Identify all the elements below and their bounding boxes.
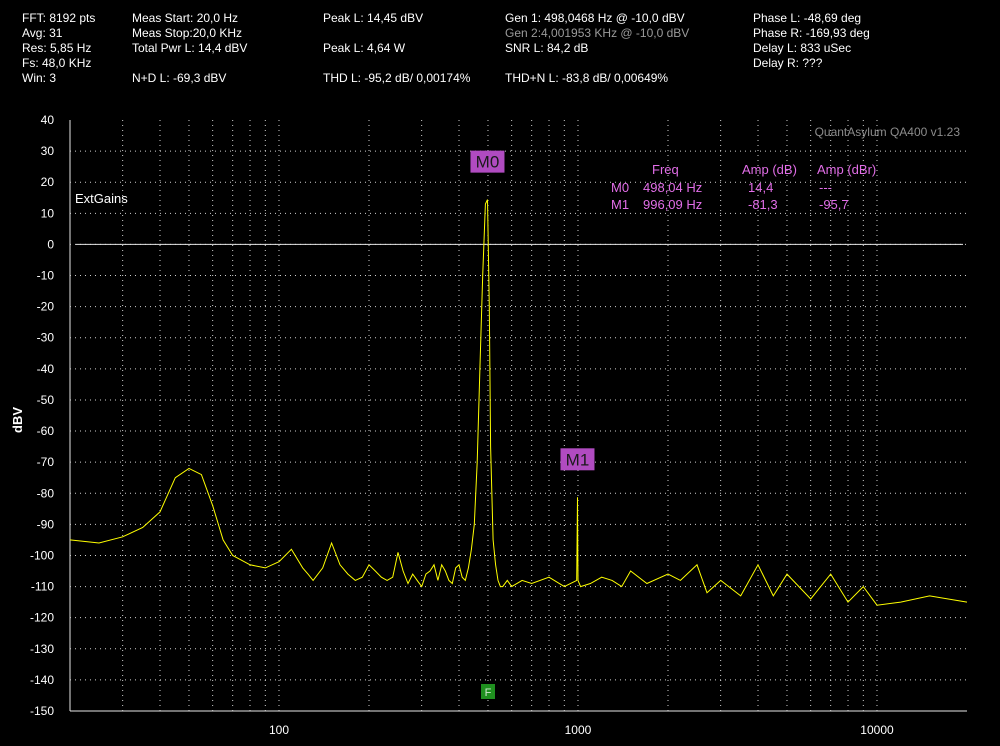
thdn-readout: THD+N L: -83,8 dB/ 0,00649% bbox=[505, 71, 669, 85]
gen2-readout: Gen 2:4,001953 KHz @ -10,0 dBV bbox=[505, 26, 690, 40]
marker-row-name: M0 bbox=[611, 180, 630, 195]
marker-m0[interactable]: M0 bbox=[470, 150, 505, 173]
snr-readout: SNR L: 84,2 dB bbox=[505, 41, 589, 55]
averages: Avg: 31 bbox=[22, 26, 63, 40]
y-tick-label: -90 bbox=[37, 517, 55, 531]
col-header-freq: Freq bbox=[652, 162, 679, 177]
marker-m1[interactable]: M1 bbox=[560, 448, 595, 471]
y-tick-label: -150 bbox=[30, 704, 54, 718]
markers-layer: M0 M1 bbox=[470, 150, 595, 471]
phase-l: Phase L: -48,69 deg bbox=[753, 11, 862, 25]
y-tick-label: -120 bbox=[30, 611, 54, 625]
resolution: Res: 5,85 Hz bbox=[22, 41, 92, 55]
marker-row-freq: 996,09 Hz bbox=[643, 197, 703, 212]
y-tick-label: -80 bbox=[37, 486, 55, 500]
marker-row-amp: 14,4 bbox=[748, 180, 774, 195]
y-tick-label: -130 bbox=[30, 642, 54, 656]
col-header-ampr: Amp (dBr) bbox=[817, 162, 877, 177]
total-power: Total Pwr L: 14,4 dBV bbox=[132, 41, 248, 55]
marker-row-amp: -81,3 bbox=[748, 197, 778, 212]
delay-r: Delay R: ??? bbox=[753, 56, 823, 70]
marker-row-freq: 498,04 Hz bbox=[643, 180, 703, 195]
marker-label: M1 bbox=[566, 450, 590, 469]
ext-gains-label: ExtGains bbox=[75, 191, 128, 206]
y-tick-label: 20 bbox=[41, 175, 55, 189]
y-tick-label: 30 bbox=[41, 144, 55, 158]
x-tick-label: 100 bbox=[269, 723, 289, 737]
watermark: QuantAsylum QA400 v1.23 bbox=[815, 125, 961, 139]
marker-label: M0 bbox=[476, 153, 500, 172]
fft-points: FFT: 8192 pts bbox=[22, 11, 96, 25]
f-badge[interactable]: F bbox=[481, 684, 495, 699]
plot-grid bbox=[69, 120, 967, 712]
y-axis-label: dBV bbox=[10, 407, 25, 433]
y-tick-label: -100 bbox=[30, 548, 54, 562]
y-tick-label: 10 bbox=[41, 206, 55, 220]
meas-stop: Meas Stop:20,0 KHz bbox=[132, 26, 243, 40]
marker-row-name: M1 bbox=[611, 197, 630, 212]
y-tick-label: -70 bbox=[37, 455, 55, 469]
gen1-readout: Gen 1: 498,0468 Hz @ -10,0 dBV bbox=[505, 11, 685, 25]
peak-watts: Peak L: 4,64 W bbox=[323, 41, 406, 55]
y-tick-label: -140 bbox=[30, 673, 54, 687]
y-tick-label: 40 bbox=[41, 113, 55, 127]
marker-row-ampr: -95,7 bbox=[819, 197, 849, 212]
sample-rate: Fs: 48,0 KHz bbox=[22, 56, 92, 70]
y-tick-label: -110 bbox=[31, 580, 54, 594]
marker-row-ampr: --- bbox=[819, 180, 832, 195]
x-axis-ticks: 100 1000 10000 bbox=[269, 723, 894, 737]
window-type: Win: 3 bbox=[22, 71, 57, 85]
y-tick-label: -30 bbox=[37, 331, 55, 345]
peak-dbv: Peak L: 14,45 dBV bbox=[323, 11, 424, 25]
x-tick-label: 10000 bbox=[860, 723, 894, 737]
meas-start: Meas Start: 20,0 Hz bbox=[132, 11, 239, 25]
thd-readout: THD L: -95,2 dB/ 0,00174% bbox=[323, 71, 471, 85]
marker-label-bg bbox=[560, 448, 595, 471]
delay-l: Delay L: 833 uSec bbox=[753, 41, 852, 55]
y-tick-label: -20 bbox=[37, 300, 55, 314]
y-tick-label: -40 bbox=[37, 362, 55, 376]
spectrum-trace bbox=[69, 199, 968, 606]
phase-r: Phase R: -169,93 deg bbox=[753, 26, 870, 40]
noise-distortion: N+D L: -69,3 dBV bbox=[132, 71, 227, 85]
f-badge-label: F bbox=[485, 687, 492, 699]
fft-settings: FFT: 8192 pts Avg: 31 Res: 5,85 Hz Fs: 4… bbox=[22, 11, 95, 86]
y-axis-ticks: 40 30 20 10 0 -10 -20 -30 -40 -50 -60 -70 -80 -90 -100… bbox=[30, 113, 54, 718]
col-header-amp: Amp (dB) bbox=[742, 162, 797, 177]
y-tick-label: -10 bbox=[37, 269, 55, 283]
marker-label-bg bbox=[470, 150, 505, 173]
y-tick-label: -60 bbox=[37, 424, 55, 438]
y-tick-label: 0 bbox=[47, 237, 54, 251]
x-tick-label: 1000 bbox=[565, 723, 592, 737]
y-tick-label: -50 bbox=[37, 393, 55, 407]
